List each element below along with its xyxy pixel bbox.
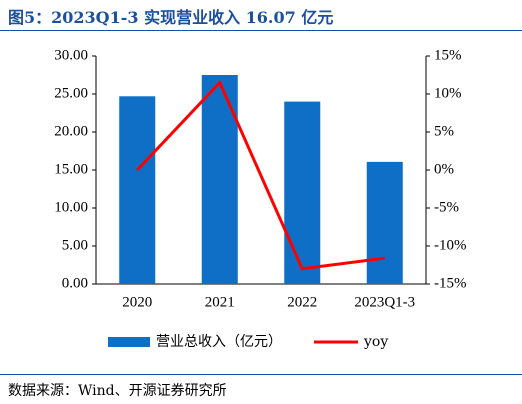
bar bbox=[366, 161, 403, 284]
y-right-tick-label: -5% bbox=[434, 199, 459, 215]
bar bbox=[201, 75, 238, 284]
y-right-tick-label: -15% bbox=[434, 275, 467, 291]
source-note: 数据来源：Wind、开源证券研究所 bbox=[8, 383, 227, 399]
y-left-tick-label: 5.00 bbox=[62, 237, 88, 253]
y-left-tick-label: 25.00 bbox=[54, 85, 88, 101]
y-right-tick-label: 5% bbox=[434, 123, 454, 139]
legend-bar-label: 营业总收入（亿元） bbox=[156, 334, 282, 350]
x-tick-label: 2023Q1-3 bbox=[354, 294, 415, 310]
bar bbox=[119, 96, 156, 284]
x-tick-label: 2021 bbox=[205, 294, 235, 310]
figure-title: 图5：2023Q1-3 实现营业收入 16.07 亿元 bbox=[8, 8, 334, 27]
y-left-tick-label: 15.00 bbox=[54, 161, 88, 177]
y-right-tick-label: 10% bbox=[434, 85, 462, 101]
x-tick-label: 2020 bbox=[122, 294, 152, 310]
x-tick-label: 2022 bbox=[287, 294, 317, 310]
y-left-tick-label: 10.00 bbox=[54, 199, 88, 215]
source-divider bbox=[0, 374, 522, 375]
legend-line-label: yoy bbox=[363, 334, 388, 350]
y-right-tick-label: 15% bbox=[434, 47, 462, 63]
y-right-tick-label: 0% bbox=[434, 161, 454, 177]
y-left-tick-label: 20.00 bbox=[54, 123, 88, 139]
title-divider bbox=[0, 30, 522, 31]
y-left-tick-label: 30.00 bbox=[54, 47, 88, 63]
yoy-line bbox=[136, 79, 385, 271]
y-left-tick-label: 0.00 bbox=[62, 275, 88, 291]
bar bbox=[284, 101, 321, 284]
legend-bar-swatch bbox=[108, 337, 150, 347]
y-right-tick-label: -10% bbox=[434, 237, 467, 253]
